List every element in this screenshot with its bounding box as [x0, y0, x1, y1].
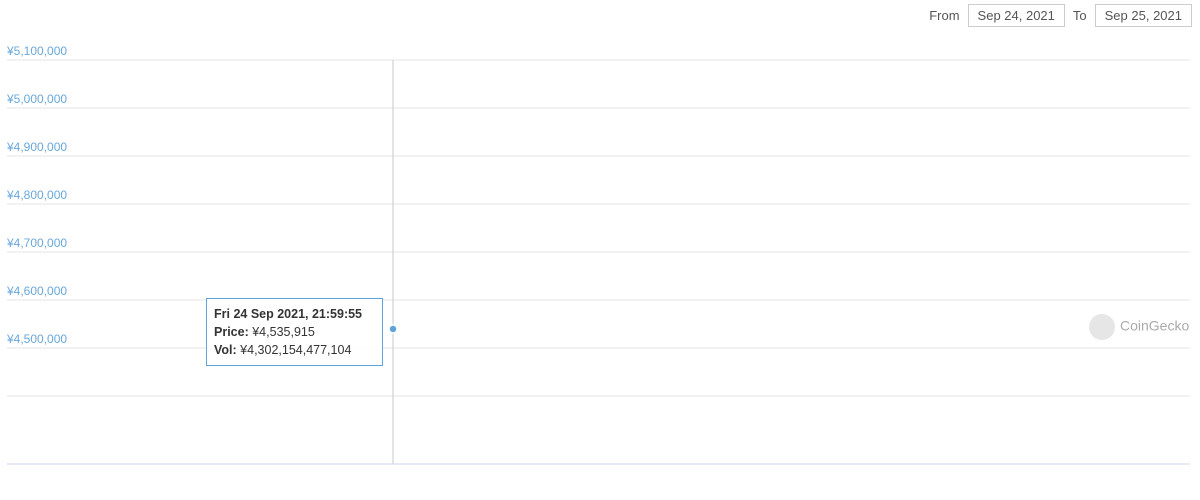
tooltip: Fri 24 Sep 2021, 21:59:55 Price: ¥4,535,… — [206, 298, 383, 366]
y-tick-label: ¥5,000,000 — [6, 92, 67, 106]
from-label: From — [929, 8, 960, 23]
y-tick-label: ¥4,600,000 — [6, 284, 67, 298]
y-tick-label: ¥4,700,000 — [6, 236, 67, 250]
to-date[interactable]: Sep 25, 2021 — [1094, 4, 1192, 27]
hover-dot — [388, 324, 398, 334]
watermark: CoinGecko — [1089, 314, 1189, 340]
tooltip-vol-label: Vol: — [214, 343, 237, 357]
tooltip-vol: ¥4,302,154,477,104 — [240, 343, 352, 357]
y-tick-label: ¥5,100,000 — [6, 44, 67, 58]
y-tick-label: ¥4,500,000 — [6, 332, 67, 346]
from-date[interactable]: Sep 24, 2021 — [967, 4, 1065, 27]
y-tick-label: ¥4,800,000 — [6, 188, 67, 202]
watermark-text: CoinGecko — [1120, 318, 1189, 334]
to-label: To — [1072, 8, 1087, 23]
tooltip-title: Fri 24 Sep 2021, 21:59:55 — [214, 307, 363, 321]
tooltip-price-label: Price: — [214, 325, 249, 339]
y-tick-label: ¥4,900,000 — [6, 140, 67, 154]
tooltip-price: ¥4,535,915 — [252, 325, 315, 339]
watermark-logo — [1089, 314, 1115, 340]
date-range: From Sep 24, 2021 To Sep 25, 2021 — [929, 4, 1192, 27]
